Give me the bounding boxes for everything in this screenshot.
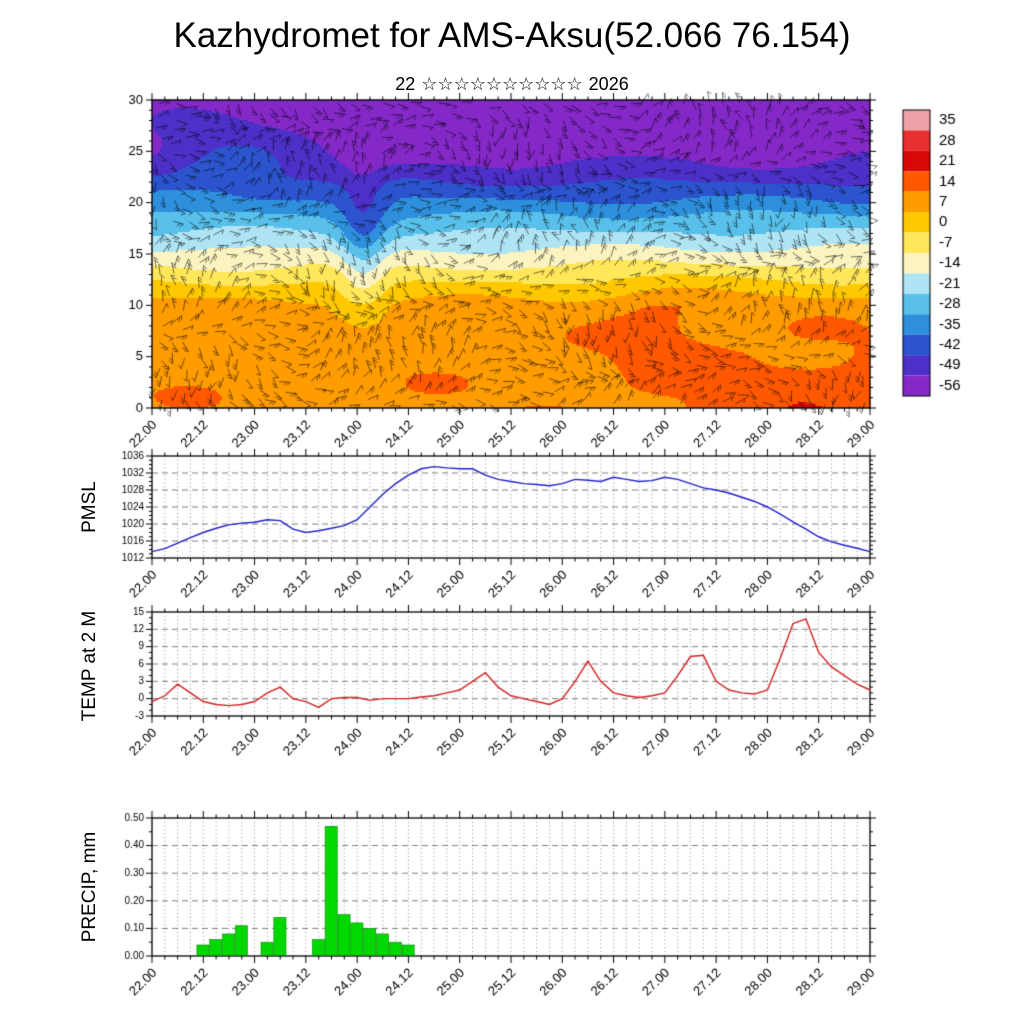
precip-axis-title: PRECIP, mm xyxy=(79,831,100,943)
temp-axis-title: TEMP at 2 M xyxy=(79,610,100,722)
precip-panel xyxy=(152,818,870,956)
pmsl-axis-title: PMSL xyxy=(79,481,100,533)
temperature-colorbar xyxy=(903,110,930,396)
temp-panel xyxy=(152,612,870,716)
cross-section-panel xyxy=(152,100,870,408)
pmsl-panel xyxy=(152,456,870,558)
